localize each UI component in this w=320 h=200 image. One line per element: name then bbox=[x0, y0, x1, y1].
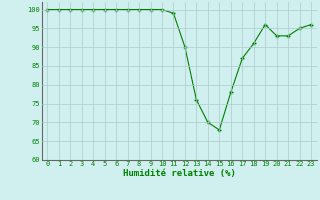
X-axis label: Humidité relative (%): Humidité relative (%) bbox=[123, 169, 236, 178]
